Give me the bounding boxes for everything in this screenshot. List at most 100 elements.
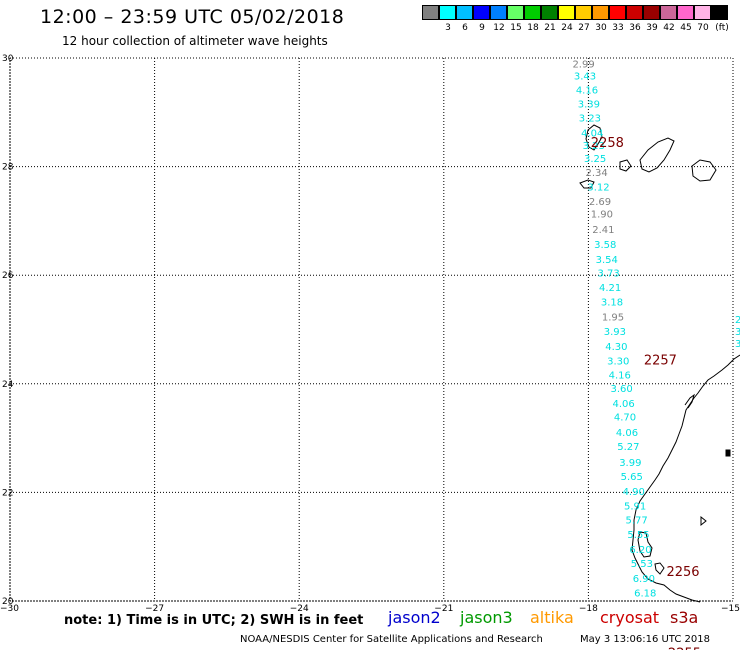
colorbar-label: 39 <box>646 23 658 33</box>
pass-time-label: 2257 <box>644 353 677 368</box>
map-title: 12:00 – 23:59 UTC 05/02/2018 <box>40 6 345 28</box>
pass-time-labels: 2258 2257 2256 2255 <box>591 136 701 650</box>
colorbar-label: 27 <box>578 23 590 33</box>
satellite-legend-jason3: jason3 <box>460 608 513 627</box>
swh-observation: 4.70 <box>614 412 636 423</box>
swh-observation: 3.30 <box>607 356 629 367</box>
colorbar-swatch <box>541 5 558 20</box>
colorbar-label: 42 <box>663 23 675 33</box>
latitude-tick-label: 26 <box>2 271 14 281</box>
colorbar-label: 12 <box>493 23 505 33</box>
longitude-tick-label: −30 <box>0 604 19 614</box>
swh-observation: 2.69 <box>589 197 611 208</box>
colorbar-label: 24 <box>561 23 573 33</box>
colorbar-swatch <box>643 5 660 20</box>
colorbar-label: 30 <box>595 23 607 33</box>
gran-canaria-island <box>691 159 717 182</box>
colorbar-swatch <box>711 5 728 20</box>
swh-observation: 3.58 <box>594 240 616 251</box>
cap-blanc <box>637 531 653 558</box>
colorbar-swatch <box>558 5 575 20</box>
colorbar-swatch <box>575 5 592 20</box>
latitude-tick-label: 30 <box>2 54 14 64</box>
swh-observation: 3.43 <box>574 71 596 82</box>
colorbar-label: 3 <box>445 23 451 33</box>
colorbar-swatch <box>507 5 524 20</box>
dakhla-peninsula <box>684 393 695 409</box>
longitude-tick-label: −21 <box>434 604 453 614</box>
swh-observation: 3.99 <box>619 458 641 469</box>
latitude-tick-label: 20 <box>2 597 14 607</box>
swh-observation: 3.23 <box>579 114 601 125</box>
longitude-tick-label: −15 <box>721 604 740 614</box>
colorbar-swatch <box>592 5 609 20</box>
coastline <box>579 124 740 603</box>
colorbar-label: 70 <box>697 23 709 33</box>
swh-observation: 3.25 <box>584 154 606 165</box>
satellite-legend-cryosat: cryosat <box>600 608 660 627</box>
pass-time-label: 2258 <box>591 136 624 151</box>
satellite-legend-jason2: jason2 <box>388 608 441 627</box>
swh-observation: 3.18 <box>601 297 623 308</box>
swh-observation: 4.06 <box>616 428 638 439</box>
satellite-legend-s3a: s3a <box>670 608 699 627</box>
colorbar-label: 6 <box>462 23 468 33</box>
wave-height-observations: 2.993.43 4.16 3.39 3.23 4.04 3.23 3.25 2.34 3.12… <box>572 59 656 599</box>
colorbar-swatch <box>473 5 490 20</box>
swh-observation: 4.16 <box>609 371 631 382</box>
footer-note: note: 1) Time is in UTC; 2) SWH is in fe… <box>64 613 364 628</box>
swh-observation: 4.21 <box>599 283 621 294</box>
latitude-tick-label: 22 <box>2 488 13 498</box>
swh-observation: 1.90 <box>591 209 613 220</box>
swh-observation: 4.90 <box>623 487 645 498</box>
pass-time-label: 2255 <box>668 647 701 650</box>
swh-observation: 4.30 <box>605 342 627 353</box>
longitude-tick-label: −27 <box>145 604 164 614</box>
colorbar-label: 45 <box>680 23 692 33</box>
colorbar-swatch <box>626 5 643 20</box>
edge-swh-observation: 3 <box>735 339 740 350</box>
colorbar-swatch <box>490 5 507 20</box>
swh-observation: 3.93 <box>604 327 626 338</box>
edge-swh-observation: 3 <box>735 327 740 338</box>
tenerife-island <box>639 137 675 173</box>
swh-observation: 4.04 <box>581 128 603 139</box>
longitude-tick-label: −24 <box>290 604 309 614</box>
swh-observation: 6.90 <box>633 574 655 585</box>
generation-timestamp: May 3 13:06:16 UTC 2018 <box>580 634 710 645</box>
swh-observation: 6.20 <box>629 545 651 556</box>
offshore-marker <box>700 515 707 527</box>
swh-observation: 3.60 <box>611 384 633 395</box>
colorbar-swatch <box>456 5 473 20</box>
colorbar-swatch <box>660 5 677 20</box>
wave-height-colorbar: 3 6 9 12 15 18 21 24 27 30 33 36 39 42 45 70 (ft) <box>422 5 730 35</box>
swh-observation: 5.27 <box>617 442 639 453</box>
small-islet <box>725 449 731 457</box>
longitude-tick-label: −18 <box>579 604 598 614</box>
pass-time-label: 2256 <box>666 565 699 580</box>
swh-observation: 5.55 <box>627 530 649 541</box>
la-palma-island <box>585 124 603 151</box>
colorbar-label: 15 <box>510 23 522 33</box>
banc-arguin-islet <box>654 562 665 575</box>
colorbar-swatch <box>422 5 439 20</box>
swh-observation: 5.53 <box>631 559 653 570</box>
la-gomera-island <box>619 159 632 172</box>
latitude-tick-label: 24 <box>2 380 14 390</box>
swh-observation: 3.23 <box>583 141 605 152</box>
colorbar-unit: (ft) <box>715 23 729 33</box>
colorbar-swatch <box>677 5 694 20</box>
swh-observation: 2.34 <box>585 168 607 179</box>
colorbar-label: 9 <box>479 23 485 33</box>
colorbar-label: 36 <box>629 23 641 33</box>
colorbar-label: 21 <box>544 23 556 33</box>
graticule <box>9 57 734 602</box>
swh-observation: 5.77 <box>625 516 647 527</box>
swh-observation: 6.18 <box>634 588 656 599</box>
edge-observations: 233 <box>735 315 740 350</box>
swh-observation: 4.06 <box>612 399 634 410</box>
map-subtitle: 12 hour collection of altimeter wave hei… <box>62 34 328 48</box>
swh-observation: 4.16 <box>576 85 598 96</box>
el-hierro-island <box>579 179 595 189</box>
